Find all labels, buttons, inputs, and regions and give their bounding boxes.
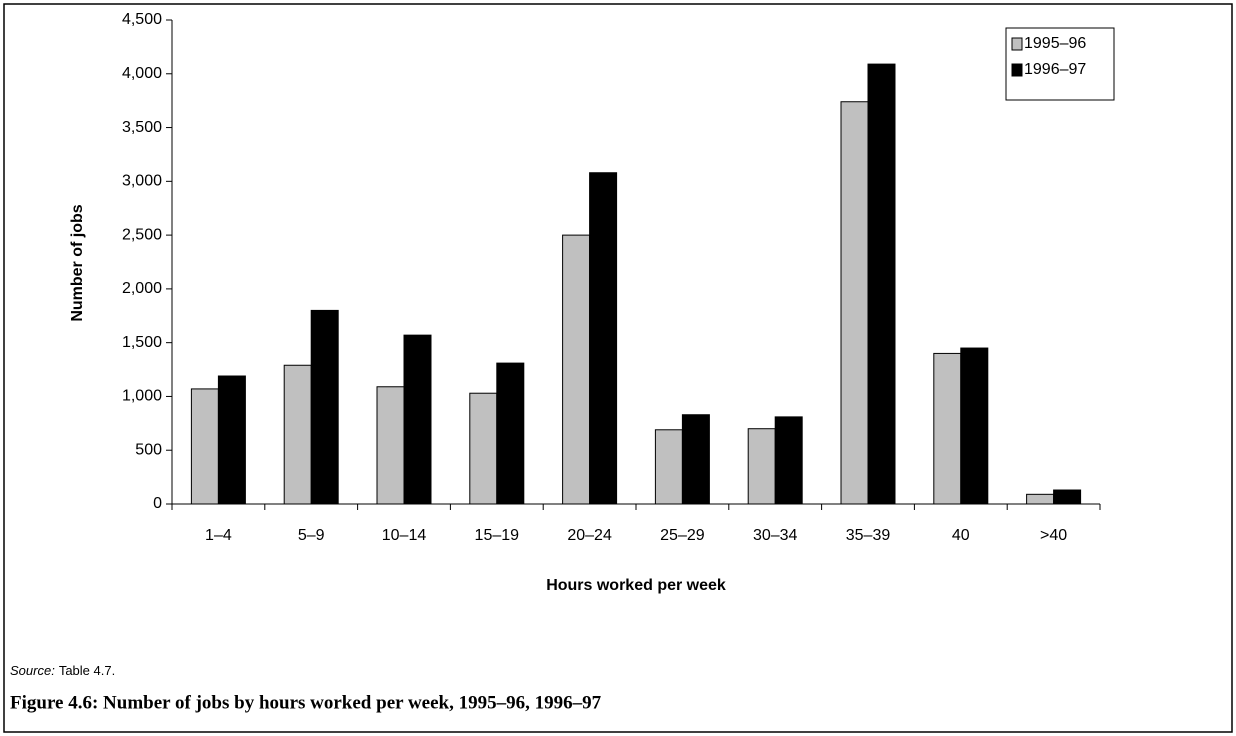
y-tick-label: 2,500 [122, 226, 162, 243]
x-tick-label: 40 [952, 527, 970, 544]
legend-label: 1996–97 [1024, 61, 1086, 78]
y-tick-label: 2,000 [122, 280, 162, 297]
bar [190, 388, 219, 505]
x-axis-label: Hours worked per week [546, 577, 726, 594]
bar [217, 375, 246, 505]
legend-label: 1995–96 [1024, 35, 1086, 52]
bar [1053, 489, 1082, 505]
legend-swatch [1011, 37, 1023, 51]
y-tick-label: 1,500 [122, 334, 162, 351]
bar [681, 414, 710, 505]
bar [840, 101, 869, 505]
bar [589, 172, 618, 505]
x-tick-label: 10–14 [382, 527, 427, 544]
y-tick-label: 3,500 [122, 119, 162, 136]
source-text: Table 4.7. [59, 663, 115, 678]
bar [376, 386, 405, 505]
source-label: Source: [10, 663, 55, 678]
y-tick-label: 0 [153, 495, 162, 512]
bar [562, 234, 591, 505]
x-tick-label: 25–29 [660, 527, 705, 544]
x-tick-label: 35–39 [846, 527, 891, 544]
bar [469, 392, 498, 505]
bar [933, 352, 962, 505]
bar [747, 428, 776, 505]
legend-swatch [1011, 63, 1023, 77]
x-tick-label: 5–9 [298, 527, 325, 544]
caption: Figure 4.6: Number of jobs by hours work… [10, 692, 602, 713]
y-tick-label: 4,500 [122, 11, 162, 28]
y-axis-label: Number of jobs [69, 204, 86, 321]
frame [3, 3, 1233, 733]
bar [496, 362, 525, 505]
x-tick-label: >40 [1040, 527, 1067, 544]
bar [867, 63, 896, 505]
bar [310, 309, 339, 505]
y-tick-label: 1,000 [122, 388, 162, 405]
x-tick-label: 15–19 [475, 527, 520, 544]
bar [654, 429, 683, 505]
bar [774, 416, 803, 505]
bar [1026, 493, 1055, 505]
bar [403, 334, 432, 505]
x-tick-label: 20–24 [567, 527, 612, 544]
y-tick-label: 3,000 [122, 173, 162, 190]
y-tick-label: 500 [135, 441, 162, 458]
bar [960, 347, 989, 505]
bar [283, 364, 312, 505]
legend [1005, 27, 1115, 101]
source: Source: Table 4.7. [10, 663, 115, 678]
x-tick-label: 1–4 [205, 527, 232, 544]
y-tick-label: 4,000 [122, 65, 162, 82]
x-tick-label: 30–34 [753, 527, 798, 544]
